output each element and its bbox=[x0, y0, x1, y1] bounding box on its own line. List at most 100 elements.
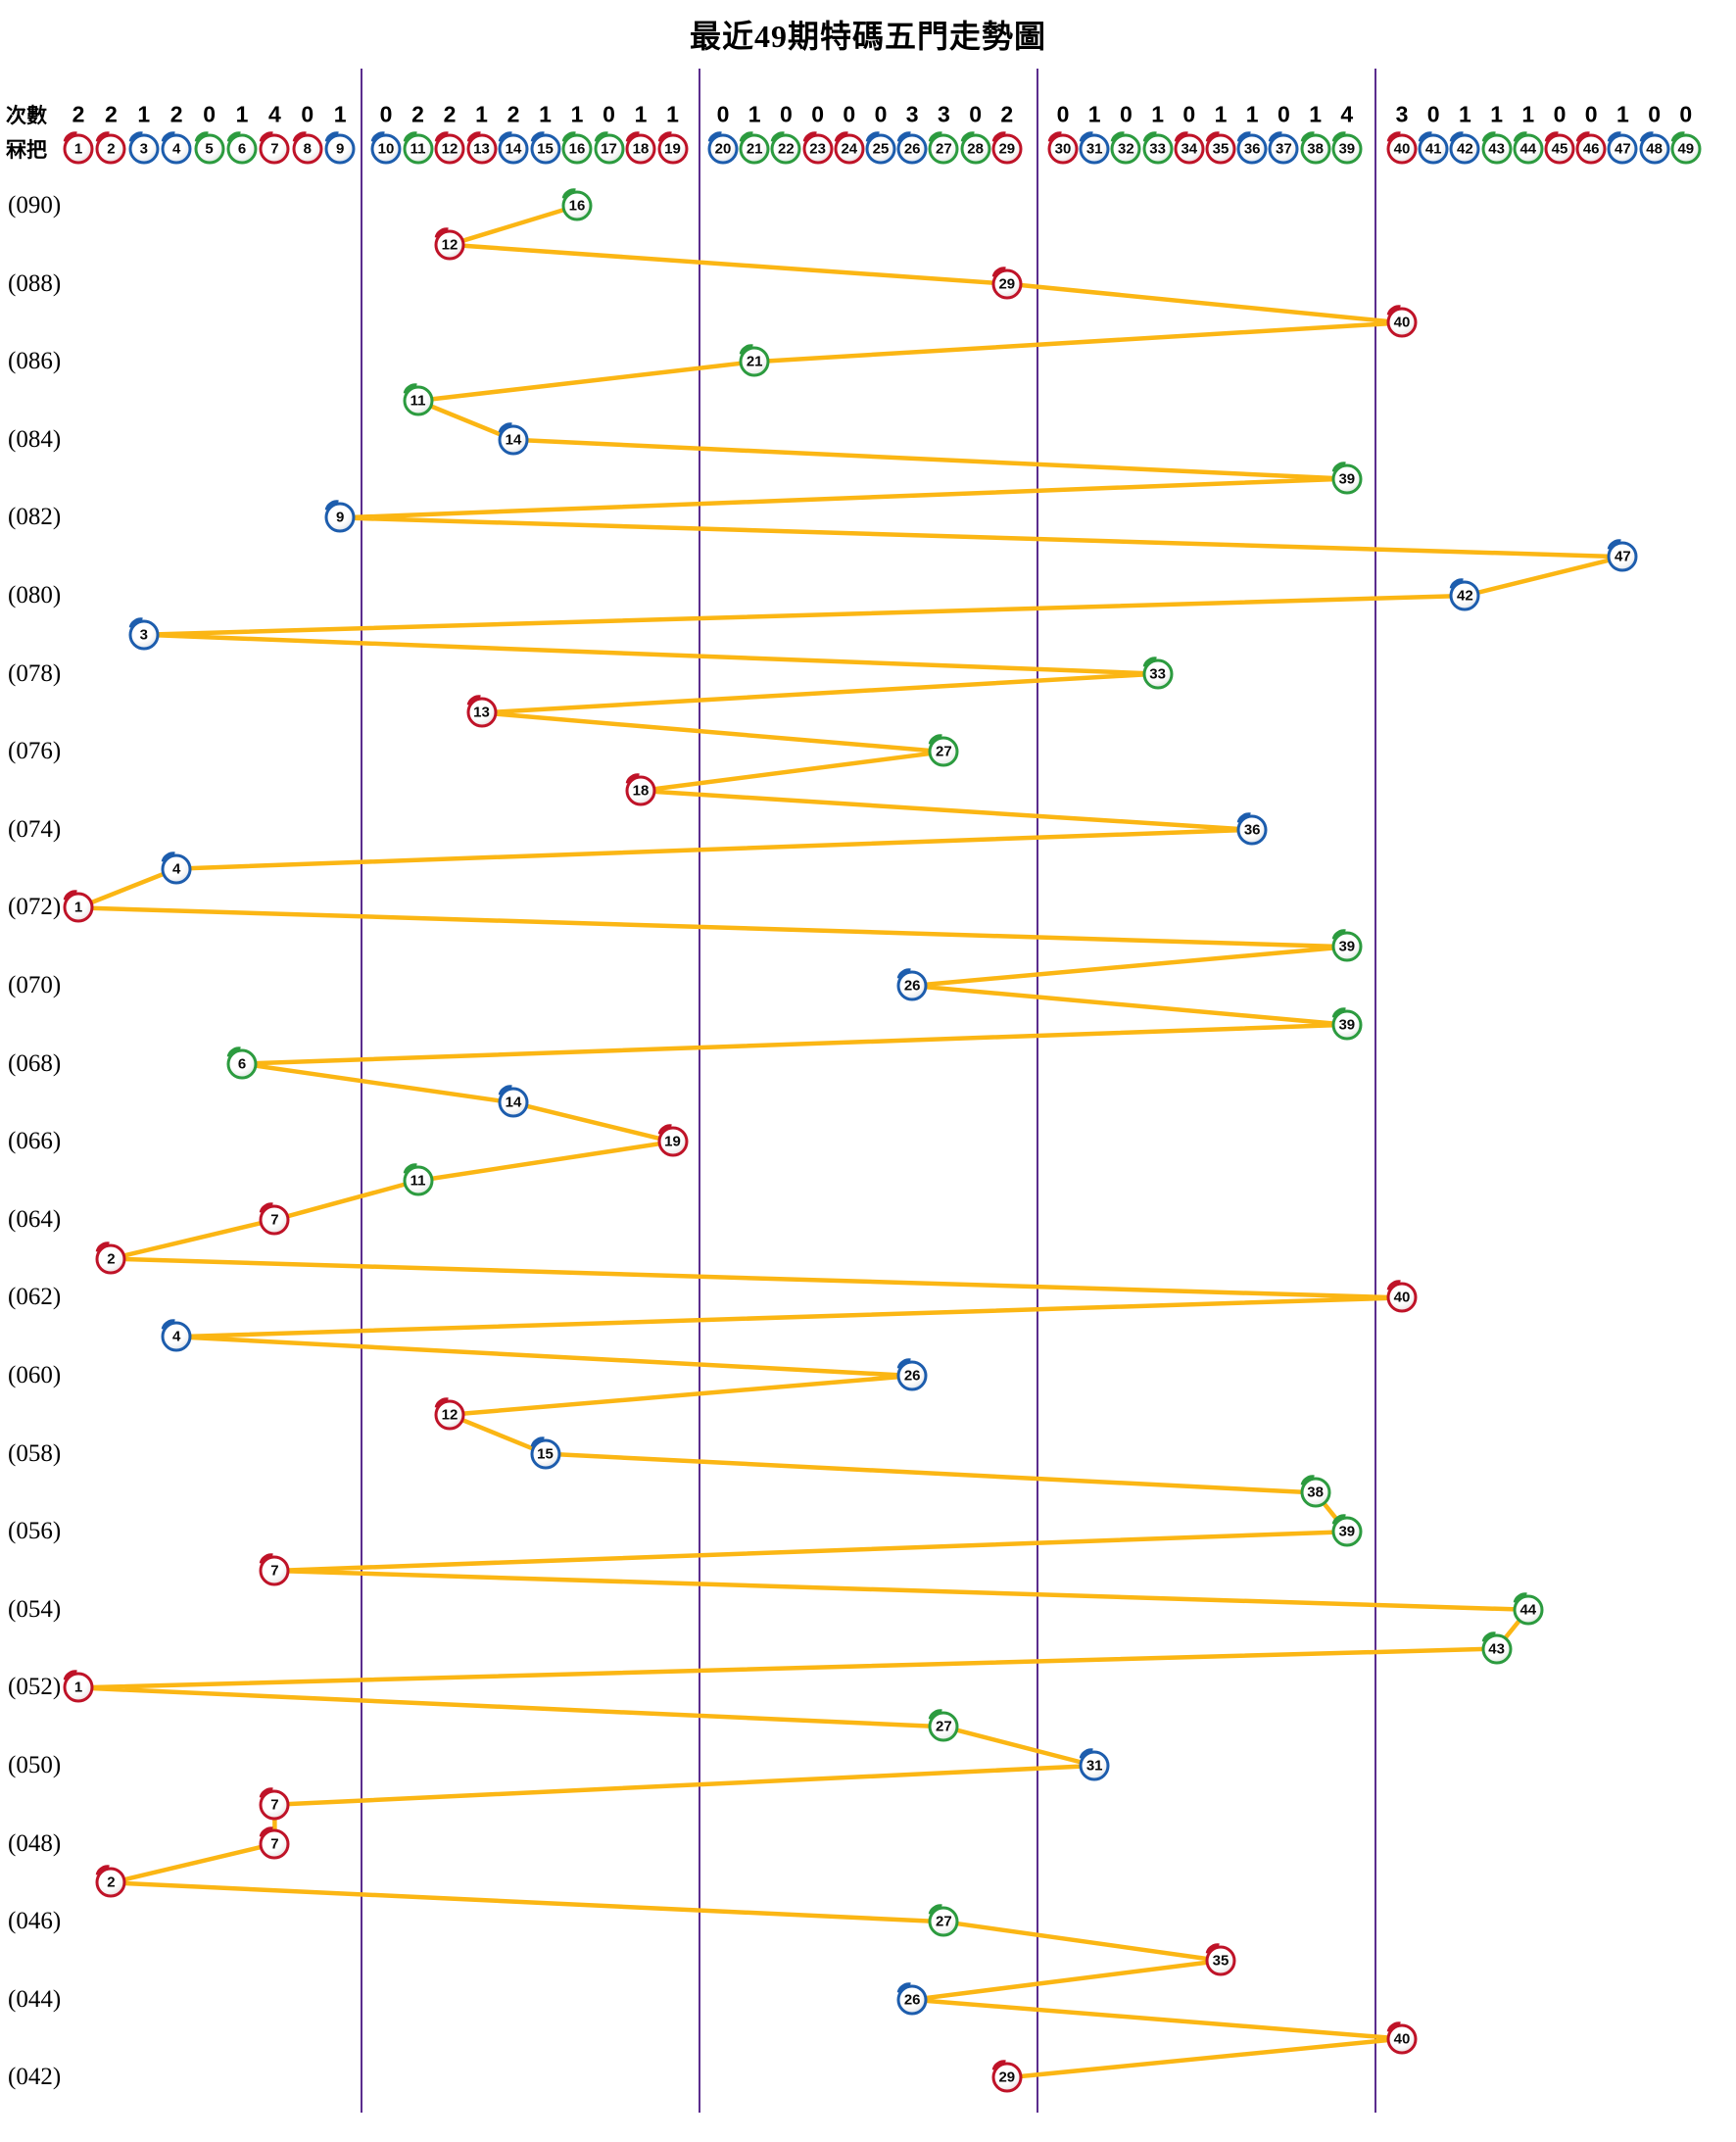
count-cell-ball-1: 2 bbox=[72, 101, 85, 127]
count-cell-ball-6: 1 bbox=[235, 101, 249, 127]
trend-polyline bbox=[75, 203, 1625, 2080]
axis-43-green-ball: 43 bbox=[1481, 133, 1513, 165]
period-049-7-red-ball: 7 bbox=[259, 1789, 290, 1821]
count-cell-ball-42: 1 bbox=[1458, 101, 1471, 127]
period-label-058: (058) bbox=[8, 1439, 62, 1467]
period-082-9-blue-ball: 9 bbox=[324, 502, 356, 533]
count-cell-ball-14: 2 bbox=[506, 101, 520, 127]
axis-20-blue-ball: 20 bbox=[707, 133, 739, 165]
period-070-26-blue-ball: 26 bbox=[896, 970, 928, 1001]
axis-7-red-ball: 7 bbox=[259, 133, 290, 165]
period-label-074: (074) bbox=[8, 815, 62, 843]
period-086-21-green-ball: 21 bbox=[739, 346, 770, 377]
period-078-33-green-ball: 33 bbox=[1142, 658, 1174, 690]
period-067-14-blue-ball: 14 bbox=[498, 1087, 529, 1118]
period-label-076: (076) bbox=[8, 738, 62, 765]
count-cell-ball-5: 0 bbox=[203, 101, 216, 127]
axis-30-red-ball: 30 bbox=[1047, 133, 1079, 165]
axis-18-red-ball: 18 bbox=[625, 133, 656, 165]
period-077-13-red-ball: 13 bbox=[466, 697, 497, 728]
count-cell-ball-35: 1 bbox=[1214, 101, 1228, 127]
period-label-046: (046) bbox=[8, 1908, 62, 1935]
period-label-056: (056) bbox=[8, 1518, 62, 1545]
axis-46-red-ball: 46 bbox=[1575, 133, 1607, 165]
period-084-14-blue-ball: 14 bbox=[498, 424, 529, 456]
period-066-19-red-ball: 19 bbox=[657, 1126, 688, 1157]
count-cell-ball-2: 2 bbox=[104, 101, 118, 127]
period-label-090: (090) bbox=[8, 192, 62, 219]
axis-36-blue-ball: 36 bbox=[1236, 133, 1268, 165]
counts-row-label: 次數 bbox=[6, 105, 47, 127]
period-074-36-blue-ball: 36 bbox=[1236, 814, 1268, 846]
count-cell-ball-7: 4 bbox=[267, 101, 281, 127]
period-label-070: (070) bbox=[8, 972, 62, 998]
axis-44-green-ball: 44 bbox=[1513, 133, 1544, 165]
count-cell-ball-21: 1 bbox=[747, 101, 761, 127]
count-cell-ball-17: 0 bbox=[603, 101, 615, 127]
count-cell-ball-23: 0 bbox=[811, 101, 824, 127]
axis-35-red-ball: 35 bbox=[1205, 133, 1236, 165]
count-cell-ball-27: 3 bbox=[937, 101, 950, 127]
period-057-38-green-ball: 38 bbox=[1300, 1477, 1331, 1508]
axis-13-red-ball: 13 bbox=[466, 133, 497, 165]
count-cell-ball-9: 1 bbox=[333, 101, 347, 127]
count-cell-ball-4: 2 bbox=[169, 101, 183, 127]
period-068-6-green-ball: 6 bbox=[226, 1048, 258, 1080]
count-cell-ball-36: 1 bbox=[1245, 101, 1259, 127]
axis-16-green-ball: 16 bbox=[561, 133, 593, 165]
count-cell-ball-38: 1 bbox=[1309, 101, 1322, 127]
count-cell-ball-8: 0 bbox=[301, 101, 314, 127]
axis-31-blue-ball: 31 bbox=[1079, 133, 1110, 165]
axis-49-green-ball: 49 bbox=[1670, 133, 1702, 165]
axis-5-green-ball: 5 bbox=[194, 133, 225, 165]
count-cell-ball-45: 0 bbox=[1553, 101, 1567, 127]
axis-11-green-ball: 11 bbox=[403, 133, 433, 165]
period-label-068: (068) bbox=[8, 1049, 62, 1077]
period-062-40-red-ball: 40 bbox=[1386, 1282, 1418, 1313]
period-069-39-green-ball: 39 bbox=[1331, 1009, 1363, 1041]
period-060-26-blue-ball: 26 bbox=[896, 1360, 928, 1391]
count-cell-ball-40: 3 bbox=[1395, 101, 1409, 127]
period-label-048: (048) bbox=[8, 1829, 62, 1857]
count-cell-ball-43: 1 bbox=[1490, 101, 1503, 127]
count-cell-ball-24: 0 bbox=[843, 101, 856, 127]
period-085-11-green-ball: 11 bbox=[403, 385, 433, 416]
period-064-7-red-ball: 7 bbox=[259, 1204, 290, 1236]
period-label-086: (086) bbox=[8, 348, 62, 375]
axis-22-green-ball: 22 bbox=[770, 133, 801, 165]
count-cell-ball-49: 0 bbox=[1679, 101, 1693, 127]
axis-34-red-ball: 34 bbox=[1174, 133, 1205, 165]
axis-32-green-ball: 32 bbox=[1110, 133, 1141, 165]
period-080-42-blue-ball: 42 bbox=[1449, 580, 1480, 611]
axis-45-red-ball: 45 bbox=[1544, 133, 1575, 165]
period-054-44-green-ball: 44 bbox=[1513, 1594, 1544, 1626]
axis-2-red-ball: 2 bbox=[95, 133, 126, 165]
axis-3-blue-ball: 3 bbox=[128, 133, 160, 165]
period-089-12-red-ball: 12 bbox=[434, 229, 465, 261]
axis-42-blue-ball: 42 bbox=[1449, 133, 1480, 165]
period-label-078: (078) bbox=[8, 659, 62, 687]
period-043-40-red-ball: 40 bbox=[1386, 2023, 1418, 2055]
period-label-064: (064) bbox=[8, 1205, 62, 1233]
count-cell-ball-28: 0 bbox=[969, 101, 982, 127]
period-090-16-green-ball: 16 bbox=[561, 190, 593, 221]
count-cell-ball-18: 1 bbox=[634, 101, 648, 127]
axis-26-blue-ball: 26 bbox=[896, 133, 928, 165]
axis-1-red-ball: 1 bbox=[63, 133, 94, 165]
period-046-27-green-ball: 27 bbox=[928, 1906, 959, 1937]
axis-28-green-ball: 28 bbox=[960, 133, 991, 165]
count-cell-ball-34: 0 bbox=[1182, 101, 1196, 127]
count-cell-ball-26: 3 bbox=[905, 101, 919, 127]
count-cell-ball-15: 1 bbox=[539, 101, 552, 127]
axis-40-red-ball: 40 bbox=[1386, 133, 1418, 165]
period-label-080: (080) bbox=[8, 582, 62, 609]
axis-17-green-ball: 17 bbox=[594, 133, 624, 165]
count-cell-ball-25: 0 bbox=[874, 101, 888, 127]
period-056-39-green-ball: 39 bbox=[1331, 1516, 1363, 1547]
period-label-050: (050) bbox=[8, 1752, 62, 1778]
count-cell-ball-32: 0 bbox=[1119, 101, 1133, 127]
axis-27-green-ball: 27 bbox=[928, 133, 959, 165]
period-065-11-green-ball: 11 bbox=[403, 1165, 433, 1196]
axis-29-red-ball: 29 bbox=[991, 133, 1023, 165]
